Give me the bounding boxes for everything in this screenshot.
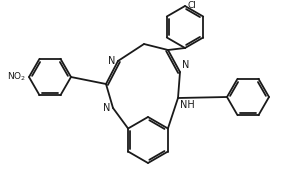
Text: N: N xyxy=(108,56,115,66)
Text: NH: NH xyxy=(180,100,195,110)
Text: NO$_2$: NO$_2$ xyxy=(7,71,26,83)
Text: N: N xyxy=(182,60,189,70)
Text: N: N xyxy=(103,103,110,113)
Text: Cl: Cl xyxy=(187,2,196,11)
